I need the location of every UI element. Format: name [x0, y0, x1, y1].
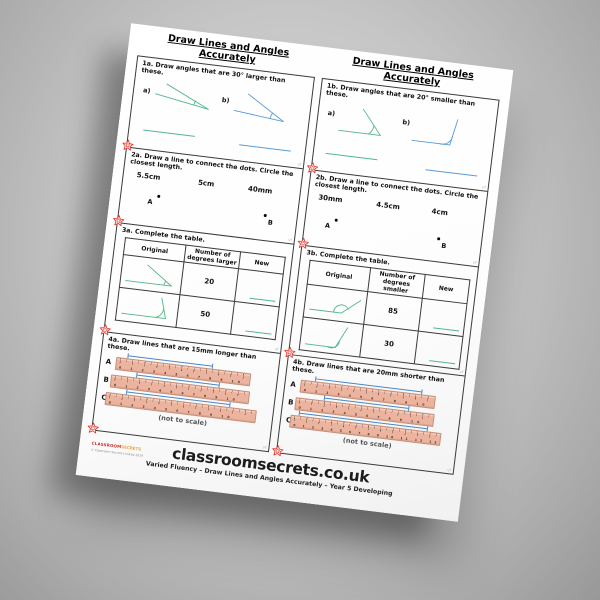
worksheet-page: Draw Lines and Angles Accurately 1a. Dra… [75, 23, 514, 522]
dot-a [157, 194, 161, 199]
section-1a: 1a. Draw angles that are 30° larger than… [122, 56, 314, 170]
angle-diagram-green [121, 297, 166, 320]
answer-starter-line-green [325, 152, 378, 161]
answer-starter-line-green [245, 330, 272, 336]
new-angle-cell [234, 269, 284, 308]
star-icon [284, 346, 296, 358]
dot-b-label: B [267, 218, 274, 227]
table-row: 20 [119, 254, 284, 308]
table-row: 30 [299, 317, 463, 370]
angle-examples-row: a) b) [137, 78, 306, 128]
angle-examples-row: a) b) [321, 100, 491, 152]
section-3b: 3b. Complete the table. Original Number … [284, 245, 478, 377]
corner-mark: vf [274, 346, 279, 352]
angle-diagram-green [304, 327, 349, 349]
question-box-b: 1b. Draw angles that are 20° smaller tha… [272, 77, 500, 475]
original-angle-cell [119, 254, 184, 296]
dot-a [334, 218, 339, 222]
degrees-value: 30 [383, 339, 395, 350]
sub-label-b: b) [402, 117, 411, 127]
sub-label-b: b) [221, 95, 230, 105]
original-angle-cell [115, 287, 180, 328]
star-icon [113, 215, 125, 227]
angle-diagram-blue [411, 119, 459, 146]
dot-b [437, 236, 441, 241]
dot-a-label: A [147, 197, 154, 206]
table-row: 50 [115, 287, 280, 341]
corner-mark: vf [481, 184, 487, 190]
new-angle-cell [414, 331, 463, 370]
angle-diagram-green [309, 300, 362, 314]
angles-table: Original Number of degrees smaller New [299, 260, 471, 370]
corner-mark: vf [262, 444, 267, 450]
angles-table: Original Number of degrees larger New [115, 237, 286, 341]
section-2a: 2a. Draw a line to connect the dots. Cir… [113, 147, 303, 245]
new-angle-cell [230, 301, 280, 341]
corner-mark: vf [297, 161, 302, 167]
degrees-value: 50 [199, 310, 211, 320]
degrees-cell: 30 [359, 324, 419, 365]
corner-mark: vf [287, 237, 293, 243]
section-4b: 4b. Draw lines that are 20mm shorter tha… [272, 355, 465, 474]
sub-label-a: a) [327, 108, 336, 118]
answer-starter-line-green [249, 298, 276, 303]
section-1b: 1b. Draw angles that are 20° smaller tha… [307, 79, 499, 192]
degrees-cell: 50 [175, 295, 235, 335]
star-icon [272, 445, 284, 457]
new-angle-cell [418, 298, 467, 337]
dot-b-label: B [440, 241, 447, 251]
star-icon [99, 324, 111, 336]
answer-starter-line-blue [425, 169, 478, 177]
star-icon [122, 139, 134, 151]
degrees-value: 20 [203, 277, 215, 287]
angle-diagram-blue [233, 93, 284, 122]
answer-starter-line-green [433, 327, 460, 332]
section-4a: 4a. Draw lines that are 15mm longer than… [87, 332, 280, 451]
angle-diagram-green [338, 108, 382, 136]
worksheet-columns: Draw Lines and Angles Accurately 1a. Dra… [87, 29, 503, 475]
star-icon [87, 422, 99, 434]
original-angle-cell [303, 284, 368, 325]
dot-a-label: A [324, 221, 331, 230]
question-box-a: 1a. Draw angles that are 30° larger than… [87, 55, 315, 453]
corner-mark: vf [472, 259, 477, 266]
sub-label-a: a) [142, 86, 151, 95]
answer-starter-line-green [143, 129, 195, 137]
star-icon [297, 237, 309, 249]
star-icon [307, 162, 319, 174]
answer-starter-line-green [429, 360, 456, 365]
section-2b: 2b. Draw a line to connect the dots. Cir… [297, 170, 488, 268]
corner-mark: vf [447, 467, 452, 473]
worksheet-column-b: Draw Lines and Angles Accurately 1b. Dra… [272, 52, 503, 475]
answer-starter-line-blue [239, 144, 291, 152]
angle-diagram-green [155, 83, 210, 110]
worksheet-column-a: Draw Lines and Angles Accurately 1a. Dra… [87, 29, 318, 453]
corner-mark: vf [459, 368, 464, 375]
angle-diagram-green [125, 265, 172, 287]
degrees-value: 85 [387, 307, 399, 317]
dot-b [263, 213, 268, 218]
section-3a: 3a. Complete the table. Original Number … [99, 223, 294, 354]
original-angle-cell [299, 317, 364, 358]
table-row: 85 [303, 284, 467, 337]
